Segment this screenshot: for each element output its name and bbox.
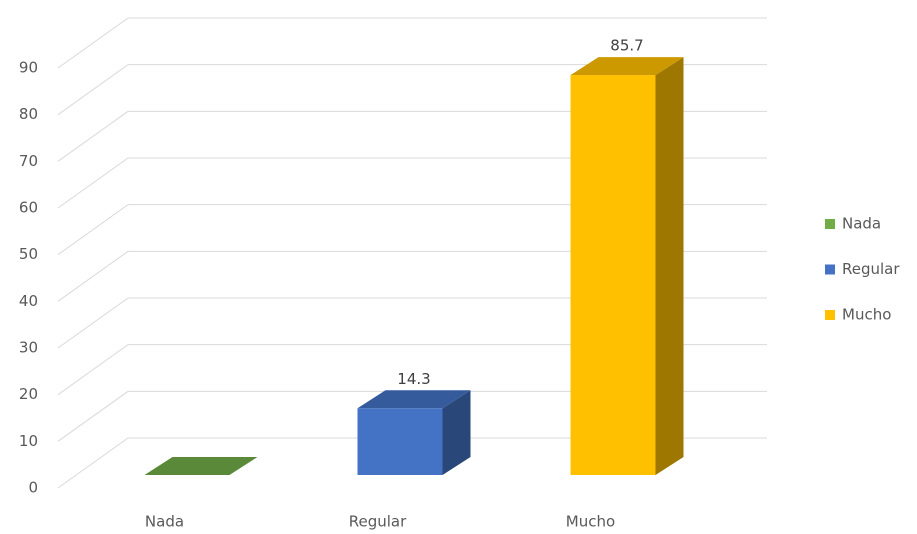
y-tick-label: 10	[19, 432, 38, 450]
grid-line-side	[57, 437, 129, 489]
bar-top	[144, 457, 258, 475]
legend-label: Mucho	[842, 306, 891, 324]
x-tick-label: Nada	[145, 513, 184, 531]
bar-front	[357, 408, 443, 475]
grid-line-side	[57, 110, 129, 162]
value-label: 14.3	[397, 370, 430, 388]
grid-line-side	[57, 297, 129, 349]
y-tick-label: 30	[19, 339, 38, 357]
grid-line-side	[57, 344, 129, 396]
bar	[357, 390, 471, 475]
legend-label: Nada	[842, 215, 881, 233]
y-tick-label: 0	[28, 479, 38, 497]
grid-line-side	[57, 204, 129, 256]
legend-swatch	[825, 264, 835, 275]
bar-top	[570, 57, 684, 76]
y-tick-label: 80	[19, 105, 38, 123]
grid-line-side	[57, 390, 129, 442]
y-tick-label: 50	[19, 245, 38, 263]
x-tick-label: Regular	[349, 513, 407, 531]
y-tick-label: 70	[19, 152, 38, 170]
grid-line-side	[57, 250, 129, 302]
bar-front	[570, 75, 656, 476]
grid-line-side	[57, 157, 129, 209]
grid-line-side	[57, 64, 129, 116]
y-tick-label: 90	[19, 59, 38, 77]
grid-line-side	[57, 17, 129, 69]
bar	[144, 457, 258, 475]
legend-label: Regular	[842, 260, 900, 278]
y-tick-label: 40	[19, 292, 38, 310]
x-tick-label: Mucho	[566, 513, 615, 531]
legend-swatch	[825, 310, 835, 320]
y-tick-label: 20	[19, 385, 38, 403]
bar	[570, 57, 684, 476]
bar-side	[442, 390, 471, 475]
y-tick-label: 60	[19, 199, 38, 217]
legend-swatch	[825, 219, 835, 229]
bar-side	[655, 57, 684, 476]
value-label: 85.7	[610, 37, 643, 55]
bar-top	[357, 390, 471, 409]
